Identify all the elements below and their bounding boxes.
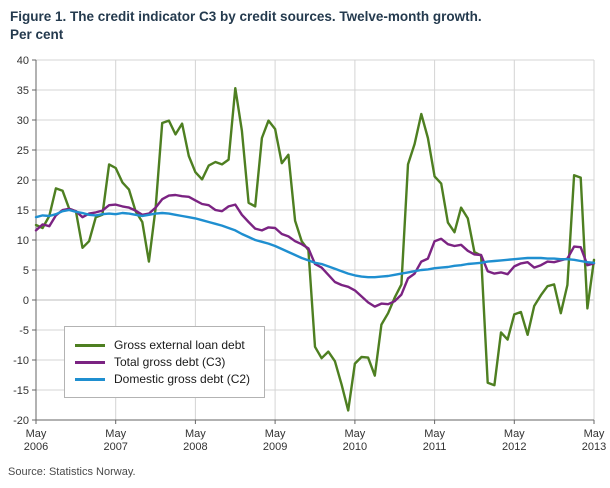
svg-text:20: 20 xyxy=(17,175,29,187)
svg-text:May: May xyxy=(504,428,525,440)
svg-text:2006: 2006 xyxy=(24,441,48,452)
svg-text:-15: -15 xyxy=(13,385,29,397)
svg-text:2011: 2011 xyxy=(423,441,447,452)
svg-text:May: May xyxy=(424,428,445,440)
svg-text:0: 0 xyxy=(23,295,29,307)
svg-text:25: 25 xyxy=(17,145,29,157)
legend-label: Gross external loan debt xyxy=(114,338,245,353)
chart-area: -20 -15 -10 -5 0 5 10 15 20 25 30 35 40 May 2006 May 200… xyxy=(0,46,610,453)
svg-text:May: May xyxy=(584,428,605,440)
svg-text:2009: 2009 xyxy=(263,441,287,452)
chart-title: Figure 1. The credit indicator C3 by cre… xyxy=(0,0,610,46)
chart-legend: Gross external loan debt Total gross deb… xyxy=(64,326,266,399)
svg-text:2008: 2008 xyxy=(183,441,207,452)
legend-line-swatch-purple xyxy=(75,360,105,364)
svg-text:2007: 2007 xyxy=(103,441,127,452)
svg-text:2013: 2013 xyxy=(582,441,606,452)
legend-line-swatch-blue xyxy=(75,377,105,381)
chart-title-line1: Figure 1. The credit indicator C3 by cre… xyxy=(10,9,482,24)
svg-text:40: 40 xyxy=(17,55,29,67)
legend-item-domestic-debt: Domestic gross debt (C2) xyxy=(75,372,250,386)
svg-text:-5: -5 xyxy=(19,325,29,337)
legend-item-total-debt: Total gross debt (C3) xyxy=(75,355,250,369)
svg-text:35: 35 xyxy=(17,85,29,97)
legend-label: Domestic gross debt (C2) xyxy=(114,372,251,387)
svg-text:May: May xyxy=(105,428,126,440)
svg-text:May: May xyxy=(345,428,366,440)
source-text: Source: Statistics Norway. xyxy=(8,466,136,479)
svg-text:2012: 2012 xyxy=(502,441,526,452)
svg-text:-10: -10 xyxy=(13,355,29,367)
svg-text:May: May xyxy=(185,428,206,440)
svg-text:5: 5 xyxy=(23,265,29,277)
svg-text:15: 15 xyxy=(17,205,29,217)
chart-title-line2: Per cent xyxy=(10,27,64,43)
legend-item-external-debt: Gross external loan debt xyxy=(75,338,250,352)
legend-line-swatch-green xyxy=(75,343,105,347)
svg-text:May: May xyxy=(26,428,47,440)
svg-text:2010: 2010 xyxy=(343,441,367,452)
legend-label: Total gross debt (C3) xyxy=(114,355,226,370)
svg-text:30: 30 xyxy=(17,115,29,127)
svg-text:May: May xyxy=(265,428,286,440)
svg-text:10: 10 xyxy=(17,235,29,247)
svg-text:-20: -20 xyxy=(13,415,29,427)
